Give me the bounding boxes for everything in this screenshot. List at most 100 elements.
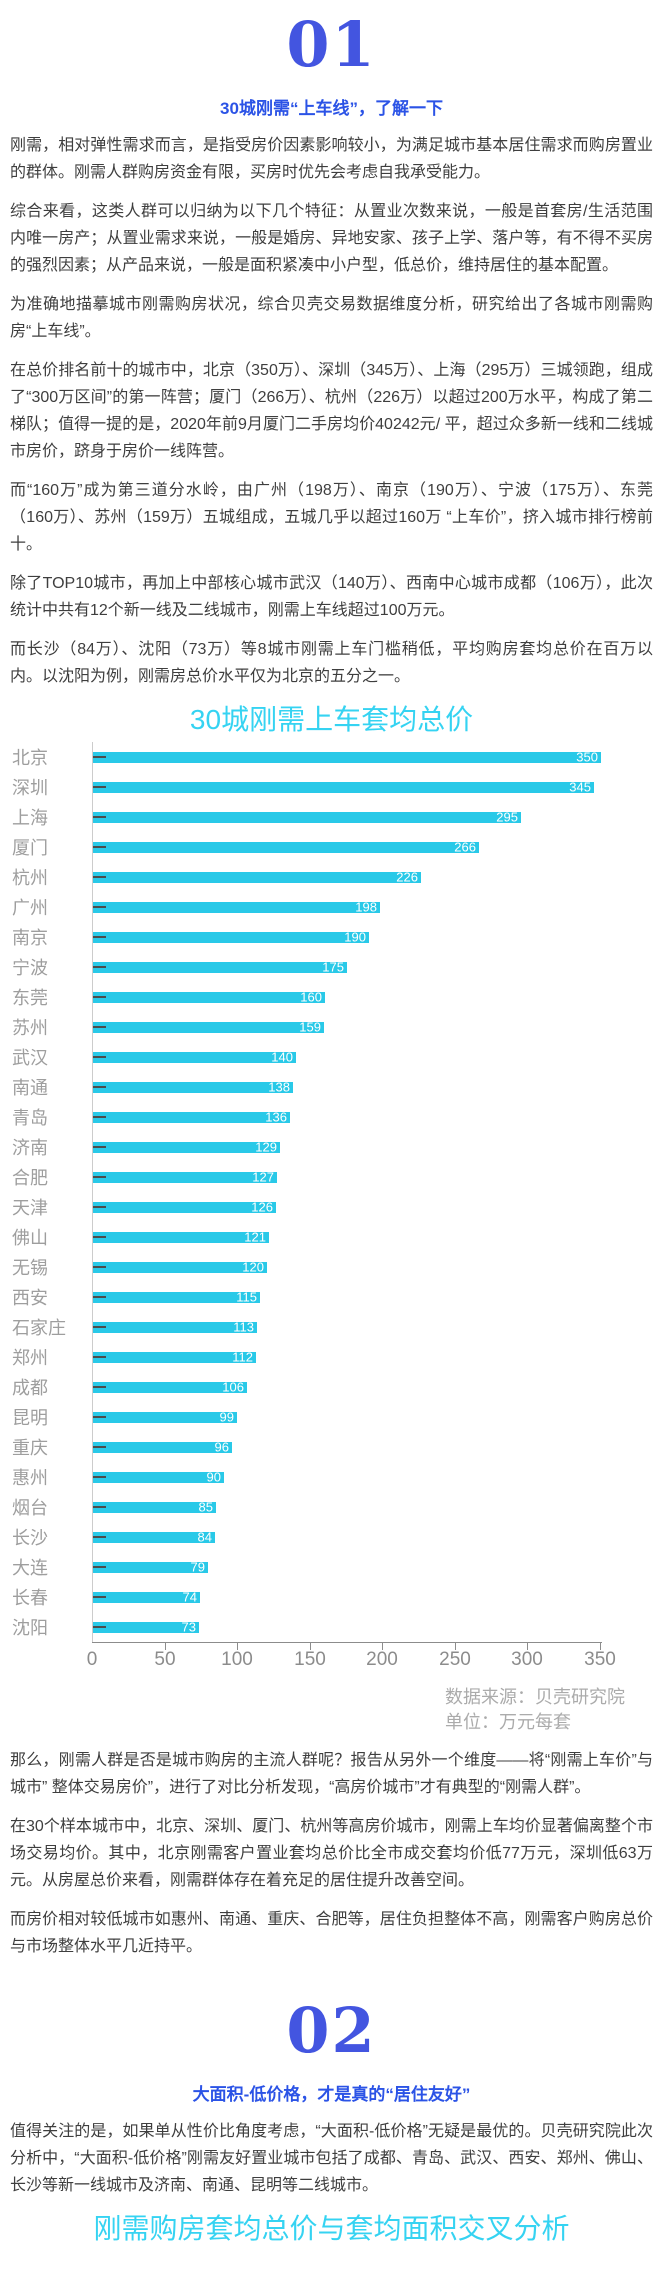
bar-start-tick [93, 1236, 106, 1238]
bar-category-label: 重庆 [12, 1438, 48, 1458]
bar-start-tick [93, 1446, 106, 1448]
bar: 345 [93, 779, 594, 795]
x-axis-tick-label: 100 [221, 1649, 253, 1670]
bar-start-tick [93, 1146, 106, 1148]
bar: 106 [93, 1381, 247, 1394]
bar-row: 北京 350 [12, 742, 663, 772]
section-01-number: 01 [286, 8, 377, 81]
bar: 126 [93, 1199, 276, 1215]
bar-start-tick [93, 1086, 106, 1088]
x-axis-tick-label: 150 [294, 1649, 326, 1670]
bar-category-label: 长春 [12, 1588, 48, 1608]
bar: 138 [93, 1079, 293, 1095]
bar-row: 宁波 175 [12, 952, 663, 982]
bar-value-label: 120 [242, 1259, 264, 1275]
bar-track: 266 [92, 832, 609, 862]
bar-row: 南通 138 [12, 1072, 663, 1102]
bar-track: 74 [92, 1582, 609, 1612]
bar-category-label: 南通 [12, 1078, 48, 1098]
bar-category-label: 合肥 [12, 1168, 48, 1188]
bar: 120 [93, 1259, 267, 1275]
bar: 127 [93, 1169, 277, 1185]
bar-category-label: 苏州 [12, 1018, 48, 1038]
bar-category-label: 郑州 [12, 1348, 48, 1368]
bar-start-tick [93, 876, 106, 878]
bar-track: 129 [92, 1132, 609, 1162]
bar-start-tick [93, 1116, 106, 1118]
next-chart-title: 刚需购房套均总价与套均面积交叉分析 [93, 2213, 570, 2244]
bar-row: 上海 295 [12, 802, 663, 832]
bar-value-label: 345 [569, 779, 591, 795]
bar-value-label: 112 [232, 1349, 253, 1365]
bar-start-tick [93, 1356, 106, 1358]
bar-value-label: 127 [252, 1169, 274, 1185]
bar: 226 [93, 871, 421, 884]
chart-source: 数据来源：贝壳研究院 单位：万元每套 [445, 1685, 663, 1735]
x-axis-tick-label: 0 [86, 1649, 98, 1670]
bar: 121 [93, 1229, 269, 1245]
x-axis-tick-label: 250 [439, 1649, 471, 1670]
bar-row: 苏州 159 [12, 1012, 663, 1042]
paragraph: 综合来看，这类人群可以归纳为以下几个特征：从置业次数来说，一般是首套房/生活范围… [10, 203, 653, 274]
bar-start-tick [93, 936, 106, 938]
bar-track: 127 [92, 1162, 609, 1192]
bar: 190 [93, 931, 369, 944]
bar-value-label: 115 [236, 1289, 257, 1305]
bar-category-label: 西安 [12, 1288, 48, 1308]
bar-value-label: 140 [271, 1049, 293, 1065]
bar-category-label: 惠州 [12, 1468, 48, 1488]
section-01: 01 30城刚需“上车线”，了解一下 刚需，相对弹性需求而言，是指受房价因素影响… [0, 14, 663, 690]
paragraph: 刚需，相对弹性需求而言，是指受房价因素影响较小，为满足城市基本居住需求而购房置业… [10, 137, 653, 181]
x-axis-tick [382, 1643, 383, 1650]
bar-value-label: 138 [268, 1079, 290, 1095]
bar-category-label: 深圳 [12, 778, 48, 798]
bar-start-tick [93, 1296, 106, 1298]
bar: 140 [93, 1049, 296, 1065]
bar-row: 昆明 99 [12, 1402, 663, 1432]
section-02-paragraphs: 值得关注的是，如果单从性价比角度考虑，“大面积-低价格”无疑是最优的。贝壳研究院… [0, 2118, 663, 2199]
bar-category-label: 昆明 [12, 1408, 48, 1428]
bar-row: 深圳 345 [12, 772, 663, 802]
paragraph: 而“160万”成为第三道分水岭，由广州（198万）、南京（190万）、宁波（17… [10, 482, 653, 553]
bar-value-label: 266 [454, 839, 476, 855]
paragraph: 除了TOP10城市，再加上中部核心城市武汉（140万）、西南中心城市成都（106… [10, 575, 653, 619]
bar-category-label: 广州 [12, 898, 48, 918]
x-axis-tick [165, 1643, 166, 1650]
bar-row: 大连 79 [12, 1552, 663, 1582]
bar-row: 天津 126 [12, 1192, 663, 1222]
x-axis [92, 1642, 602, 1650]
bar-row: 沈阳 73 [12, 1612, 663, 1642]
chart-title: 30城刚需上车套均总价 [189, 704, 474, 735]
bar-start-tick [93, 1596, 106, 1598]
bar-rows: 北京 350 深圳 345 上海 295 厦门 266 杭州 226 广州 198 南京 190 宁波 175… [12, 742, 663, 1642]
bar-track: 140 [92, 1042, 609, 1072]
chart-plot: 北京 350 深圳 345 上海 295 厦门 266 杭州 226 广州 198 南京 190 宁波 175… [12, 742, 663, 1673]
analysis-paragraphs: 那么，刚需人群是否是城市购房的主流人群呢？报告从另外一个维度——将“刚需上车价”… [0, 1747, 663, 1960]
bar-chart: 30城刚需上车套均总价 北京 350 深圳 345 上海 295 厦门 266 杭州 226 广州 1… [0, 704, 663, 1735]
x-axis-labels: 0 50 100 150 200 250 300 350 [87, 1643, 663, 1673]
bar-track: 121 [92, 1222, 609, 1252]
paragraph: 在30个样本城市中，北京、深圳、厦门、杭州等高房价城市，刚需上车均价显著偏离整个… [10, 1818, 653, 1889]
bar-value-label: 99 [219, 1409, 234, 1425]
bar-value-label: 121 [244, 1229, 266, 1245]
bar-category-label: 沈阳 [12, 1618, 48, 1638]
chart-unit-text: 单位：万元每套 [445, 1712, 571, 1732]
bar-track: 226 [92, 862, 609, 892]
bar-category-label: 北京 [12, 748, 48, 768]
bar-row: 西安 115 [12, 1282, 663, 1312]
bar: 350 [93, 751, 601, 764]
bar-category-label: 长沙 [12, 1528, 48, 1548]
bar-row: 广州 198 [12, 892, 663, 922]
paragraph: 而长沙（84万）、沈阳（73万）等8城市刚需上车门槛稍低，平均购房套均总价在百万… [10, 641, 653, 685]
bar-value-label: 126 [251, 1199, 273, 1215]
bar: 74 [93, 1591, 200, 1604]
bar-category-label: 济南 [12, 1138, 48, 1158]
bar-category-label: 佛山 [12, 1228, 48, 1248]
bar-row: 青岛 136 [12, 1102, 663, 1132]
bar-row: 东莞 160 [12, 982, 663, 1012]
bar-track: 159 [92, 1012, 609, 1042]
bar-row: 成都 106 [12, 1372, 663, 1402]
bar-row: 郑州 112 [12, 1342, 663, 1372]
x-axis-tick [600, 1643, 601, 1650]
bar-category-label: 东莞 [12, 988, 48, 1008]
